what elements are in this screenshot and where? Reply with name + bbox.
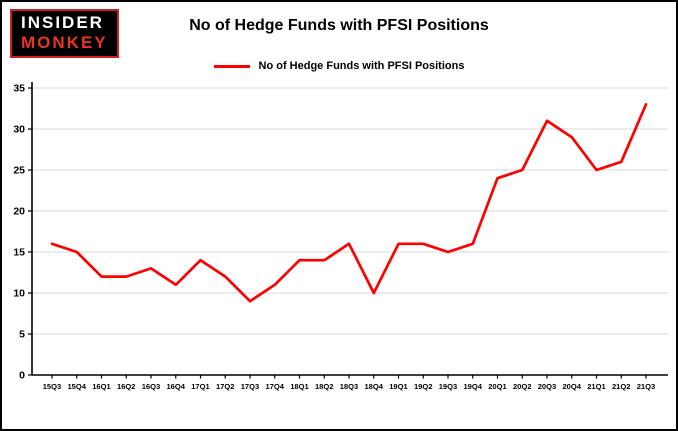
y-tick-label: 10 [13, 288, 25, 300]
x-tick-label: 18Q3 [340, 382, 359, 391]
x-tick-label: 17Q1 [191, 382, 210, 391]
x-tick-label: 18Q2 [315, 382, 334, 391]
series-line [50, 103, 648, 303]
x-tick-label: 20Q4 [562, 382, 581, 391]
legend: No of Hedge Funds with PFSI Positions [2, 60, 676, 72]
insider-monkey-logo: INSIDER MONKEY [10, 9, 119, 59]
x-tick-label: 18Q1 [290, 382, 309, 391]
chart-title: No of Hedge Funds with PFSI Positions [189, 17, 489, 34]
x-tick-label: 15Q3 [43, 382, 62, 391]
x-tick-label: 20Q2 [513, 382, 532, 391]
legend-line-swatch [213, 64, 250, 68]
x-tick-label: 16Q2 [117, 382, 136, 391]
x-tick-label: 19Q1 [389, 382, 408, 391]
legend-label: No of Hedge Funds with PFSI Positions [258, 60, 465, 72]
x-tick-label: 18Q4 [364, 382, 383, 391]
y-tick-label: 5 [19, 329, 25, 341]
y-tick-label: 20 [13, 206, 25, 218]
y-tick-label: 15 [13, 247, 25, 259]
logo-monkey-text: MONKEY [21, 32, 108, 52]
x-tick-label: 15Q4 [67, 382, 86, 391]
x-tick-label: 19Q2 [414, 382, 433, 391]
x-tick-label: 20Q1 [488, 382, 507, 391]
x-tick-label: 16Q1 [92, 382, 111, 391]
x-tick-label: 21Q1 [587, 382, 606, 391]
y-tick-label: 35 [13, 83, 25, 95]
y-tick-label: 25 [13, 165, 25, 177]
y-tick-label: 30 [13, 124, 25, 136]
x-tick-label: 19Q4 [463, 382, 482, 391]
x-tick-label: 21Q3 [637, 382, 656, 391]
y-tick-label: 0 [19, 370, 25, 382]
x-tick-label: 16Q4 [166, 382, 185, 391]
x-tick-label: 17Q2 [216, 382, 235, 391]
x-tick-label: 17Q4 [265, 382, 284, 391]
x-tick-label: 16Q3 [142, 382, 161, 391]
logo-insider-text: INSIDER [21, 13, 104, 32]
x-tick-label: 21Q2 [612, 382, 631, 391]
x-tick-label: 19Q3 [439, 382, 458, 391]
x-tick-label: 20Q3 [538, 382, 557, 391]
x-tick-label: 17Q3 [241, 382, 260, 391]
